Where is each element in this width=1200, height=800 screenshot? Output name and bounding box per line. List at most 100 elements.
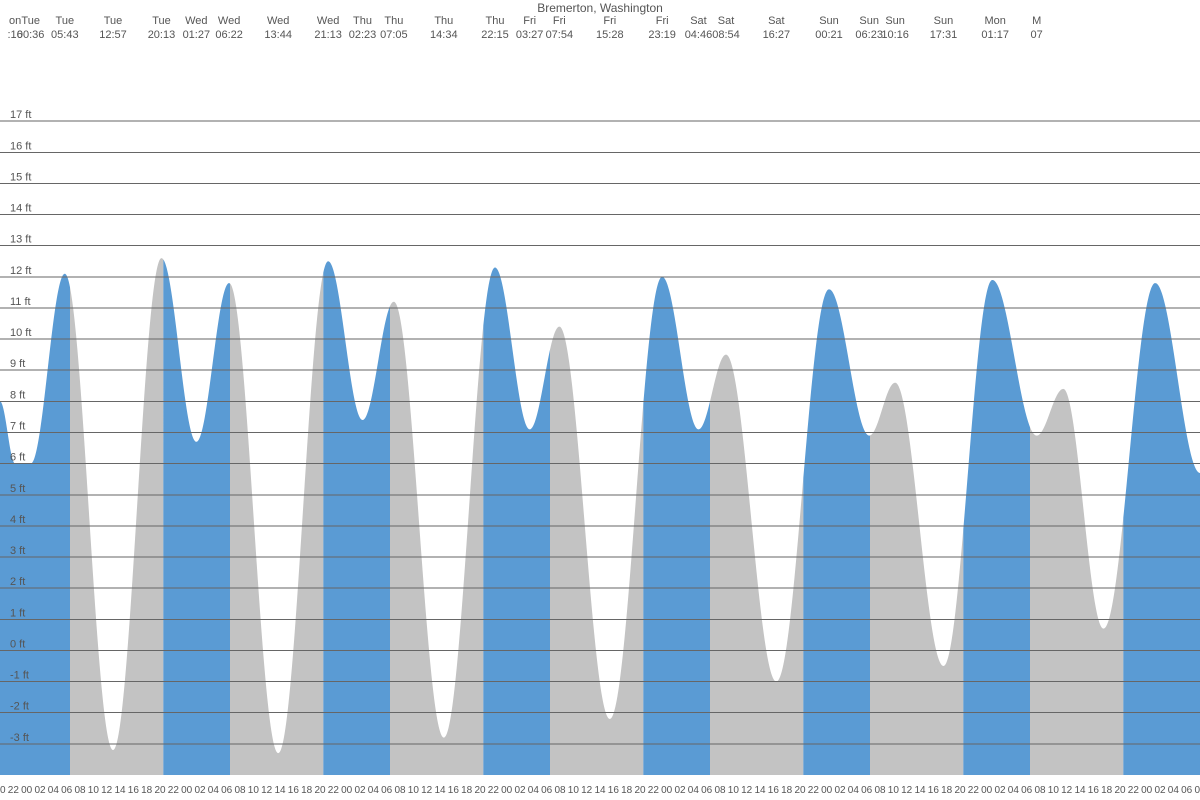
extreme-day-label: Sun: [859, 15, 879, 27]
x-tick-label: 00: [981, 785, 993, 796]
y-tick-label: 11 ft: [10, 296, 31, 308]
x-tick-label: 06: [1181, 785, 1193, 796]
x-tick-label: 02: [674, 785, 686, 796]
y-tick-label: 15 ft: [10, 171, 31, 183]
extreme-time-label: 14:34: [430, 29, 458, 41]
extreme-day-label: Sat: [768, 15, 785, 27]
x-tick-label: 16: [928, 785, 940, 796]
x-tick-label: 22: [808, 785, 820, 796]
x-tick-label: 10: [568, 785, 580, 796]
x-tick-label: 16: [608, 785, 620, 796]
x-tick-label: 16: [288, 785, 300, 796]
x-tick-label: 22: [168, 785, 180, 796]
y-tick-label: -2 ft: [10, 701, 29, 713]
tide-segment: [1123, 283, 1200, 775]
x-tick-label: 10: [1048, 785, 1060, 796]
y-tick-label: 17 ft: [10, 109, 31, 121]
tide-segment: [390, 302, 483, 775]
extreme-day-label: Mon: [984, 15, 1005, 27]
x-tick-label: 10: [248, 785, 260, 796]
extreme-time-label: 06:22: [215, 29, 243, 41]
x-tick-label: 14: [1074, 785, 1086, 796]
tide-segment: [483, 268, 550, 775]
extreme-day-label: Wed: [185, 15, 207, 27]
extreme-day-label: Thu: [434, 15, 453, 27]
x-tick-label: 22: [968, 785, 980, 796]
tide-segment: [803, 289, 870, 775]
x-tick-label: 00: [181, 785, 193, 796]
x-tick-label: 00: [821, 785, 833, 796]
extreme-day-label: Sun: [934, 15, 954, 27]
extreme-day-label: Thu: [486, 15, 505, 27]
x-tick-label: 14: [754, 785, 766, 796]
extreme-time-label: 07:54: [546, 29, 574, 41]
x-tick-label: 04: [48, 785, 60, 796]
extreme-day-label: Fri: [553, 15, 566, 27]
extreme-time-label: 15:28: [596, 29, 624, 41]
y-tick-label: 9 ft: [10, 358, 25, 370]
y-tick-label: 12 ft: [10, 265, 31, 277]
x-tick-label: 12: [901, 785, 913, 796]
x-tick-label: 20: [634, 785, 646, 796]
x-tick-label: 10: [728, 785, 740, 796]
y-tick-label: 8 ft: [10, 389, 25, 401]
y-tick-label: 10 ft: [10, 327, 31, 339]
y-tick-label: 16 ft: [10, 140, 31, 152]
x-tick-label: 20: [154, 785, 166, 796]
x-tick-label: 10: [888, 785, 900, 796]
x-tick-label: 14: [274, 785, 286, 796]
extreme-time-label: 16:27: [763, 29, 791, 41]
tide-segment: [963, 280, 1030, 775]
x-tick-label: 12: [421, 785, 433, 796]
x-tick-label: 06: [861, 785, 873, 796]
tide-segment: [1030, 389, 1123, 775]
x-tick-label: 04: [528, 785, 540, 796]
x-tick-label: 06: [381, 785, 393, 796]
extreme-day-label: on: [9, 15, 21, 27]
y-tick-label: 4 ft: [10, 514, 25, 526]
x-tick-label: 08: [74, 785, 86, 796]
x-tick-label: 20: [794, 785, 806, 796]
x-tick-label: 02: [354, 785, 366, 796]
x-tick-label: 02: [194, 785, 206, 796]
x-tick-label: 06: [61, 785, 73, 796]
x-tick-label: 18: [461, 785, 473, 796]
x-tick-label: 02: [1154, 785, 1166, 796]
x-tick-label: 08: [874, 785, 886, 796]
extreme-time-label: 02:23: [349, 29, 377, 41]
x-tick-label: 16: [768, 785, 780, 796]
y-tick-label: 3 ft: [10, 545, 25, 557]
extreme-day-label: Wed: [267, 15, 289, 27]
extreme-day-label: M: [1032, 15, 1041, 27]
chart-title: Bremerton, Washington: [537, 1, 663, 15]
tide-segment: [710, 355, 803, 775]
x-tick-label: 12: [741, 785, 753, 796]
x-tick-label: 00: [661, 785, 673, 796]
x-tick-label: 20: [0, 785, 6, 796]
x-tick-label: 12: [261, 785, 273, 796]
x-tick-label: 04: [688, 785, 700, 796]
extreme-day-label: Wed: [218, 15, 240, 27]
x-tick-label: 22: [1128, 785, 1140, 796]
tide-chart: -3 ft-2 ft-1 ft0 ft1 ft2 ft3 ft4 ft5 ft6…: [0, 0, 1200, 800]
x-tick-label: 20: [474, 785, 486, 796]
x-tick-label: 16: [128, 785, 140, 796]
y-tick-label: 1 ft: [10, 607, 25, 619]
y-tick-label: 13 ft: [10, 234, 31, 246]
x-tick-label: 02: [34, 785, 46, 796]
y-tick-label: 0 ft: [10, 638, 25, 650]
y-tick-label: -1 ft: [10, 670, 29, 682]
extreme-day-label: Tue: [56, 15, 75, 27]
extreme-time-label: 08:54: [712, 29, 740, 41]
extreme-time-label: 01:17: [981, 29, 1009, 41]
extreme-day-label: Thu: [384, 15, 403, 27]
extreme-time-label: 10:16: [881, 29, 909, 41]
y-tick-label: 2 ft: [10, 576, 25, 588]
extreme-day-label: Sat: [718, 15, 735, 27]
x-tick-label: 04: [1008, 785, 1020, 796]
x-tick-label: 10: [88, 785, 100, 796]
x-tick-label: 08: [394, 785, 406, 796]
x-tick-label: 08: [1034, 785, 1046, 796]
x-tick-label: 06: [1021, 785, 1033, 796]
extreme-day-label: Sat: [690, 15, 707, 27]
